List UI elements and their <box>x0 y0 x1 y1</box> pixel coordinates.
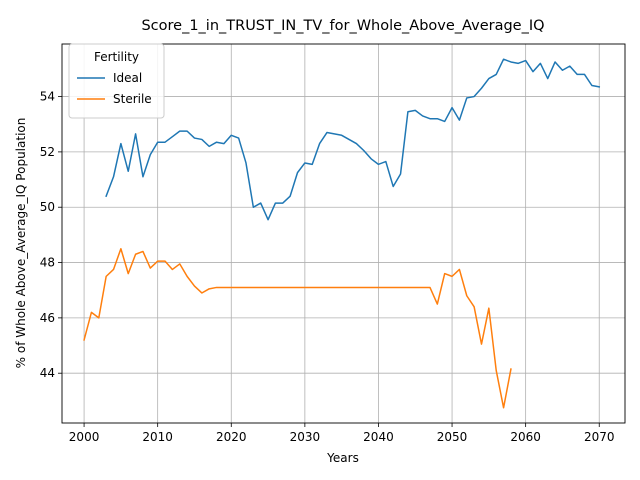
y-tick-label: 44 <box>40 366 55 380</box>
x-tick-label: 2060 <box>510 430 541 444</box>
legend-label-sterile: Sterile <box>113 92 152 106</box>
x-tick-label: 2040 <box>363 430 394 444</box>
x-axis: 2000 2010 2020 2030 2040 2050 2060 2070 <box>69 423 615 444</box>
y-tick-label: 48 <box>40 256 55 270</box>
y-tick-label: 54 <box>40 90 55 104</box>
y-axis-label: % of Whole Above_Average_IQ Population <box>14 118 28 369</box>
y-axis: 44 46 48 50 52 54 <box>40 90 62 380</box>
grid <box>62 44 625 423</box>
series-layer <box>83 58 601 409</box>
plot-frame <box>61 43 626 424</box>
y-tick-label: 50 <box>40 200 55 214</box>
legend: Fertility Ideal Sterile <box>68 43 165 119</box>
x-tick-label: 2020 <box>216 430 247 444</box>
x-tick-label: 2030 <box>290 430 321 444</box>
x-tick-label: 2070 <box>584 430 615 444</box>
legend-title: Fertility <box>94 50 139 64</box>
x-axis-label: Years <box>326 451 359 465</box>
series-line-sterile <box>83 247 512 409</box>
x-tick-label: 2050 <box>437 430 468 444</box>
y-tick-label: 46 <box>40 311 55 325</box>
x-tick-label: 2000 <box>69 430 100 444</box>
legend-label-ideal: Ideal <box>113 71 142 85</box>
series-line-ideal <box>105 58 601 221</box>
chart-title: Score_1_in_TRUST_IN_TV_for_Whole_Above_A… <box>141 18 544 34</box>
x-tick-label: 2010 <box>142 430 173 444</box>
y-tick-label: 52 <box>40 145 55 159</box>
